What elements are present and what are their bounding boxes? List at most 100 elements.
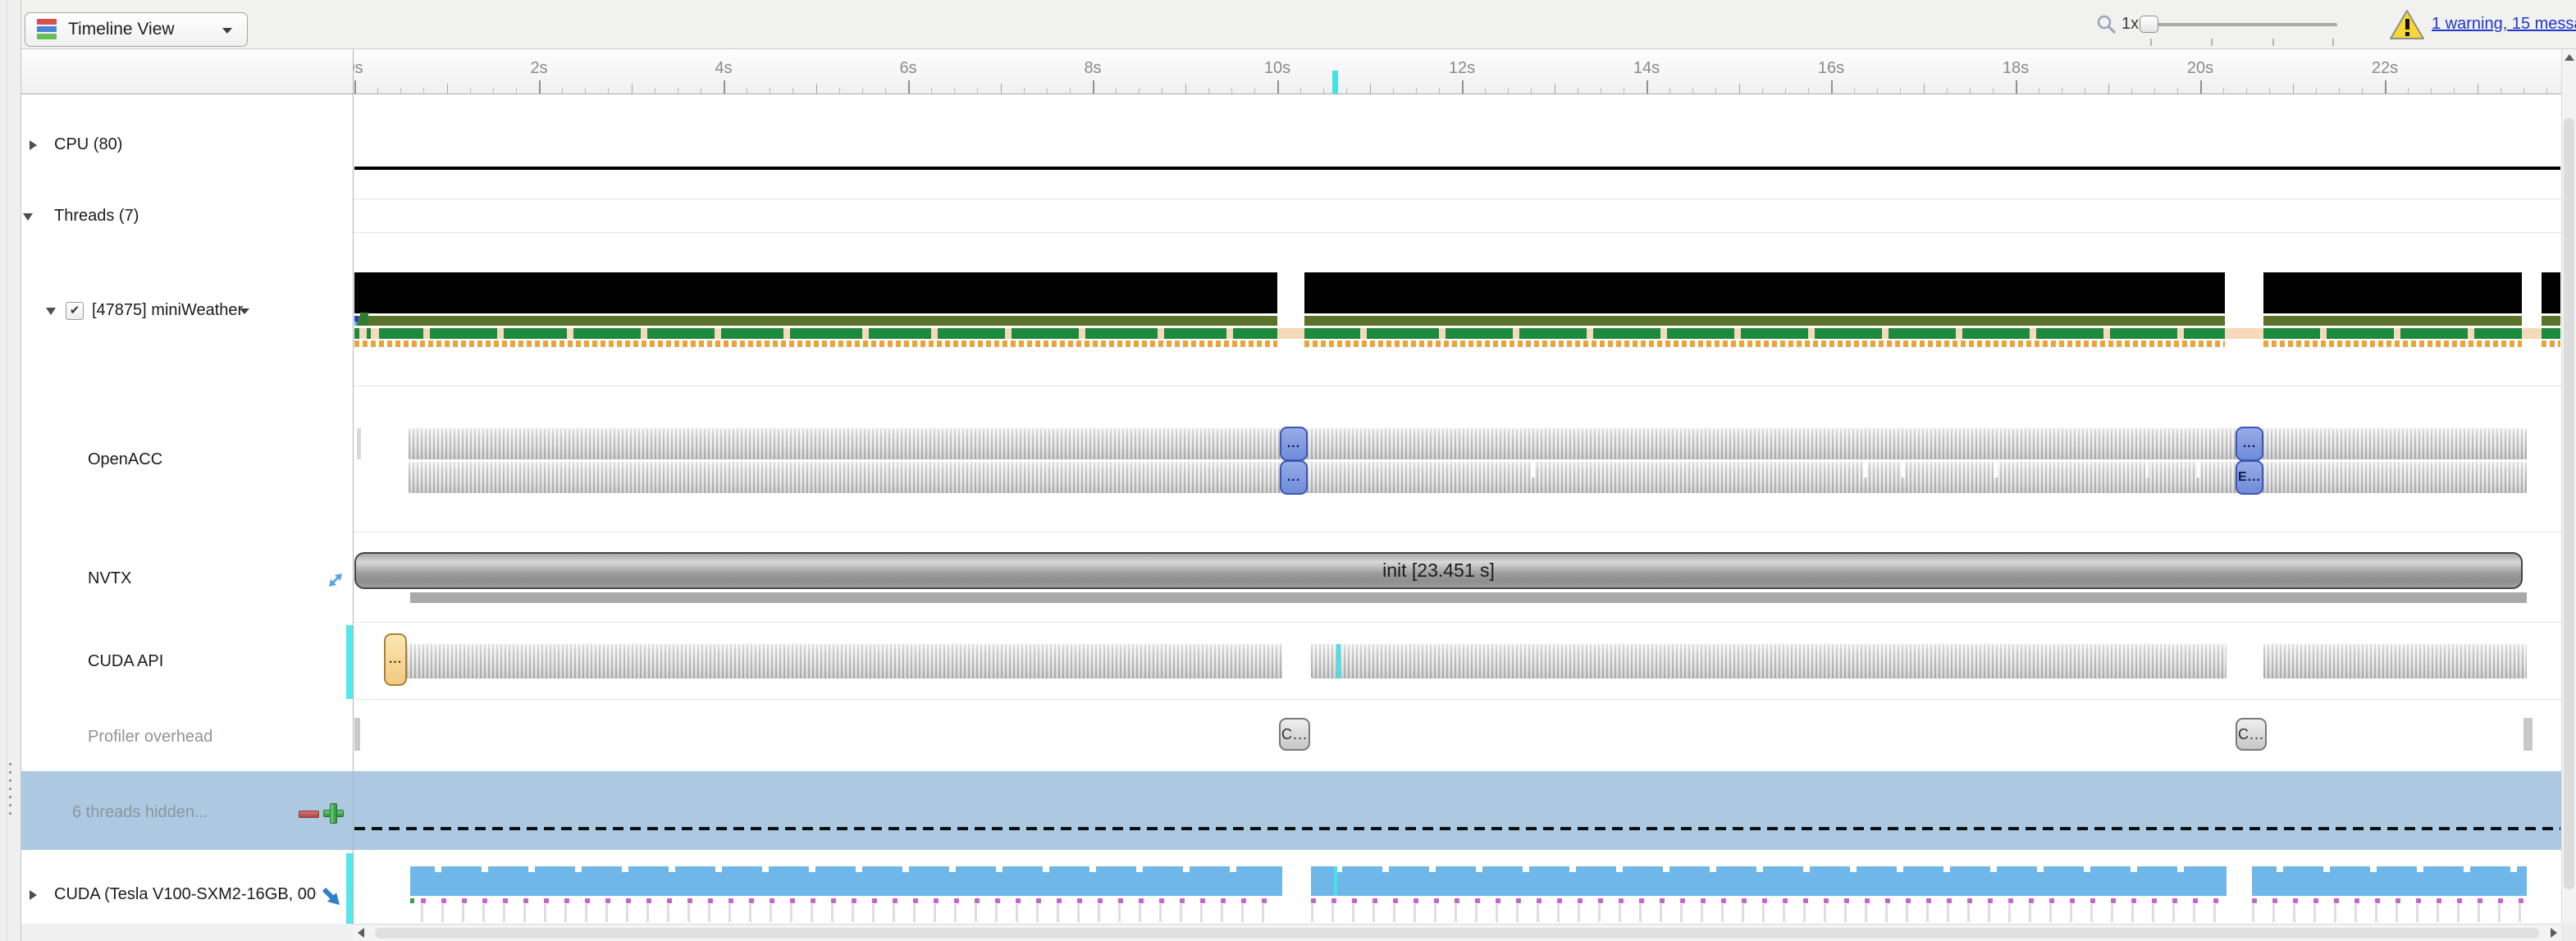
chevron-down-icon[interactable]: [46, 308, 56, 315]
cuda-tick-marks: [1885, 904, 1888, 922]
openacc-collapsed-marker[interactable]: ...: [2236, 427, 2263, 461]
thread-state-green-gaps: [2177, 328, 2184, 339]
openacc-launch-row[interactable]: [409, 428, 2527, 459]
cuda-tick-marks: [1475, 904, 1478, 922]
profiler-collapsed-marker[interactable]: C...: [2236, 718, 2267, 751]
scroll-up-icon[interactable]: [2565, 54, 2574, 61]
expand-row-icon[interactable]: [325, 569, 346, 596]
zoom-slider-handle[interactable]: [2140, 16, 2158, 33]
messages-link[interactable]: 1 warning, 15 messages: [2432, 15, 2576, 33]
scroll-left-icon[interactable]: [358, 928, 364, 938]
thread-run-black[interactable]: [2542, 272, 2560, 313]
cuda-sync-dots: [1803, 898, 1808, 903]
zoom-slider[interactable]: [2144, 23, 2337, 26]
openacc-collapsed-marker[interactable]: ...: [1280, 460, 1308, 495]
view-selector-dropdown[interactable]: Timeline View: [25, 12, 248, 47]
kernel-gap-notch: [1569, 866, 1576, 872]
openacc-collapsed-marker[interactable]: E...: [2236, 460, 2263, 495]
timeline-ruler[interactable]: 0s 2s 4s 6s 8s 10s 12s 14s 16s 18s 20s 22s: [354, 49, 2561, 94]
hidden-threads-row-background[interactable]: [0, 771, 2561, 850]
cpu-utilization-line[interactable]: [354, 167, 2560, 170]
ruler-tick-label: 0s: [354, 59, 363, 77]
thread-state-olive[interactable]: [1304, 316, 2225, 326]
thread-run-black[interactable]: [354, 272, 1277, 313]
sidebar-item-threads[interactable]: Threads (7): [0, 205, 353, 230]
cuda-tick-marks: [421, 904, 423, 922]
profiler-overhead-slivers[interactable]: [2523, 718, 2533, 751]
hidden-threads-activity[interactable]: [354, 827, 2560, 830]
kernel-gap-notch: [1089, 866, 1096, 872]
cuda-sync-dots: [831, 898, 836, 903]
row-separator: [354, 622, 2561, 623]
openacc-collapsed-marker[interactable]: ...: [1280, 427, 1308, 461]
chevron-down-icon[interactable]: [240, 308, 249, 314]
thread-orange-dashes[interactable]: [354, 340, 1277, 347]
kernel-gap-notch: [1803, 866, 1810, 872]
cuda-sync-dots: [1619, 898, 1624, 903]
cuda-sync-dots: [1221, 898, 1226, 903]
drag-handle-icon[interactable]: [9, 763, 11, 817]
cuda-kernel-bar[interactable]: [1311, 866, 2227, 896]
thread-run-black[interactable]: [1304, 272, 2225, 313]
ruler-tick-label: 10s: [1263, 59, 1291, 77]
process-checkbox[interactable]: ✔: [66, 302, 84, 320]
thread-state-olive[interactable]: [2263, 316, 2522, 326]
sidebar-item-hidden-threads[interactable]: 6 threads hidden...: [0, 802, 353, 826]
cuda-sync-dots: [1393, 898, 1398, 903]
thread-state-green-gaps: [1956, 328, 1962, 339]
nvtx-sub-bar[interactable]: [410, 592, 2527, 603]
ruler-tick: [1070, 88, 1071, 94]
thread-orange-dashes[interactable]: [2263, 340, 2522, 347]
thread-state-green[interactable]: [354, 328, 2560, 339]
cuda-sync-dots: [1455, 898, 1459, 903]
cuda-kernel-bar[interactable]: [410, 866, 1282, 896]
cuda-api-collapsed-marker[interactable]: ...: [384, 633, 407, 686]
thread-run-black[interactable]: [2263, 272, 2522, 313]
sidebar-item-cuda-device[interactable]: CUDA (Tesla V100-SXM2-16GB, 0000:06: [0, 884, 353, 908]
ruler-tick: [1231, 88, 1232, 94]
thread-state-olive[interactable]: [354, 316, 1277, 326]
cuda-api-row[interactable]: [406, 644, 1282, 678]
thread-start-blue-mark: [354, 316, 359, 322]
profiler-overhead-slivers[interactable]: [354, 718, 360, 751]
sidebar-item-nvtx[interactable]: NVTX: [0, 568, 353, 592]
plus-icon[interactable]: [323, 803, 344, 824]
sidebar-item-cpu[interactable]: CPU (80): [0, 134, 353, 158]
horizontal-scrollbar-thumb[interactable]: [375, 928, 2539, 939]
chevron-down-icon[interactable]: [23, 213, 33, 221]
cuda-sync-dots: [2252, 898, 2257, 903]
sidebar-item-openacc[interactable]: OpenACC: [0, 449, 353, 473]
cuda-api-row[interactable]: [1311, 644, 2227, 678]
thread-orange-dashes[interactable]: [2542, 340, 2560, 347]
vertical-scrollbar-thumb[interactable]: [2564, 118, 2574, 889]
scroll-right-icon[interactable]: [2551, 928, 2557, 938]
timeline-canvas[interactable]: init [23.451 s]......... E...... C... C...: [354, 95, 2561, 924]
cuda-api-row[interactable]: [2263, 644, 2527, 678]
thread-orange-dashes[interactable]: [1304, 340, 2225, 347]
thread-state-olive[interactable]: [2542, 316, 2560, 326]
sidebar-item-cuda-api[interactable]: CUDA API: [0, 651, 353, 675]
cuda-tick-marks: [728, 904, 731, 922]
sidebar-divider[interactable]: [353, 49, 354, 941]
cuda-sync-dots: [954, 898, 959, 903]
openacc-wait-slits: [1994, 462, 1998, 477]
openacc-wait-row[interactable]: [409, 462, 2527, 493]
sidebar-item-label: CUDA API: [88, 652, 164, 670]
minus-icon[interactable]: [299, 811, 319, 818]
thread-state-green-gaps: [1360, 328, 1367, 339]
cuda-api-activity-strip: [346, 625, 354, 699]
cuda-tick-marks: [1077, 904, 1080, 922]
sidebar-item-process-miniweather[interactable]: ✔ [47875] miniWeather: [0, 299, 353, 324]
sidebar-item-profiler-overhead[interactable]: Profiler overhead: [0, 726, 353, 751]
jump-to-timeline-icon[interactable]: [320, 885, 341, 911]
chevron-right-icon[interactable]: [30, 890, 37, 900]
bottom-left-filler: [0, 924, 354, 941]
cuda-kernel-bar[interactable]: [2252, 866, 2527, 896]
horizontal-scrollbar[interactable]: [354, 924, 2561, 941]
cuda-tick-marks: [1180, 904, 1182, 922]
chevron-right-icon[interactable]: [30, 140, 37, 150]
vertical-scrollbar[interactable]: [2561, 49, 2576, 941]
cuda-sync-dots: [2334, 898, 2339, 903]
nvtx-range-init[interactable]: init [23.451 s]: [354, 552, 2523, 589]
profiler-collapsed-marker[interactable]: C...: [1279, 718, 1310, 751]
